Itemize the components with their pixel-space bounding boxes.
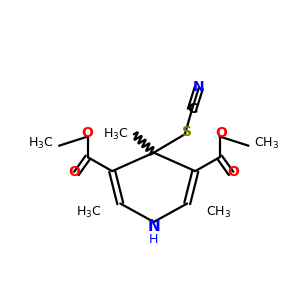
Text: O: O <box>68 165 80 179</box>
Text: N: N <box>147 219 160 234</box>
Text: H$_3$C: H$_3$C <box>103 127 128 142</box>
Text: O: O <box>81 126 93 140</box>
Text: O: O <box>227 165 239 179</box>
Text: S: S <box>182 125 192 139</box>
Text: H$_3$C: H$_3$C <box>28 136 53 151</box>
Text: O: O <box>215 126 227 140</box>
Text: C: C <box>188 102 198 116</box>
Text: H: H <box>149 233 158 246</box>
Text: CH$_3$: CH$_3$ <box>206 205 231 220</box>
Text: N: N <box>193 80 205 94</box>
Text: H$_3$C: H$_3$C <box>76 205 102 220</box>
Text: CH$_3$: CH$_3$ <box>254 136 279 151</box>
